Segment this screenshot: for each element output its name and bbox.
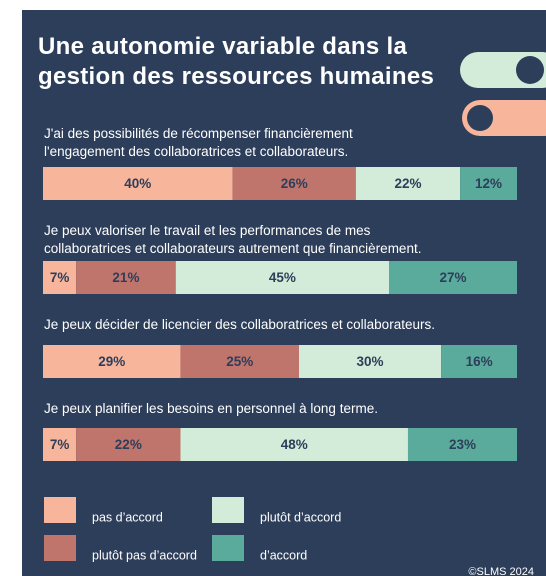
data-label: 29%: [98, 354, 125, 369]
question: Je peux planifier les besoins en personn…: [44, 401, 378, 416]
bar-segment: [298, 345, 442, 378]
data-label: 7%: [50, 270, 70, 285]
legend-swatch: [212, 497, 244, 523]
legend-swatch: [44, 497, 76, 523]
chart-title: Une autonomie variable dans la gestion d…: [38, 33, 435, 90]
bar-segment: [43, 167, 233, 200]
data-label: 40%: [124, 176, 151, 191]
question: Je peux décider de licencier des collabo…: [44, 317, 435, 332]
data-label: 27%: [439, 270, 466, 285]
bar-segment: [389, 261, 517, 294]
decoration: [467, 105, 493, 131]
data-label: 26%: [281, 176, 308, 191]
decoration: [516, 56, 544, 84]
data-label: 48%: [281, 437, 308, 452]
legend-label: pas d’accord: [92, 510, 163, 524]
data-label: 45%: [269, 270, 296, 285]
bar-segment: [460, 167, 517, 200]
question: Je peux valoriser le travail et les perf…: [44, 223, 422, 256]
bar-segment: [175, 261, 390, 294]
legend-label: d’accord: [260, 548, 307, 562]
data-label: 22%: [394, 176, 421, 191]
legend-label: plutôt pas d’accord: [92, 548, 197, 562]
data-label: 16%: [466, 354, 493, 369]
data-label: 30%: [357, 354, 384, 369]
legend-swatch: [44, 535, 76, 561]
bar-segment: [43, 345, 181, 378]
bar-segment: [180, 428, 408, 461]
bar-segment: [180, 345, 299, 378]
question: J'ai des possibilités de récompenser fin…: [44, 126, 353, 159]
data-label: 23%: [449, 437, 476, 452]
bar-segment: [232, 167, 356, 200]
data-label: 21%: [112, 270, 139, 285]
copyright: ©SLMS 2024: [468, 566, 534, 576]
bar-segment: [76, 428, 181, 461]
legend-label: plutôt d’accord: [260, 510, 341, 524]
legend-swatch: [212, 535, 244, 561]
data-label: 22%: [115, 437, 142, 452]
bar-segment: [76, 261, 176, 294]
data-label: 12%: [475, 176, 502, 191]
data-label: 7%: [50, 437, 70, 452]
bar-segment: [441, 345, 517, 378]
data-label: 25%: [226, 354, 253, 369]
bar-segment: [43, 428, 77, 461]
bar-segment: [355, 167, 461, 200]
bar-segment: [407, 428, 517, 461]
bar-segment: [43, 261, 77, 294]
